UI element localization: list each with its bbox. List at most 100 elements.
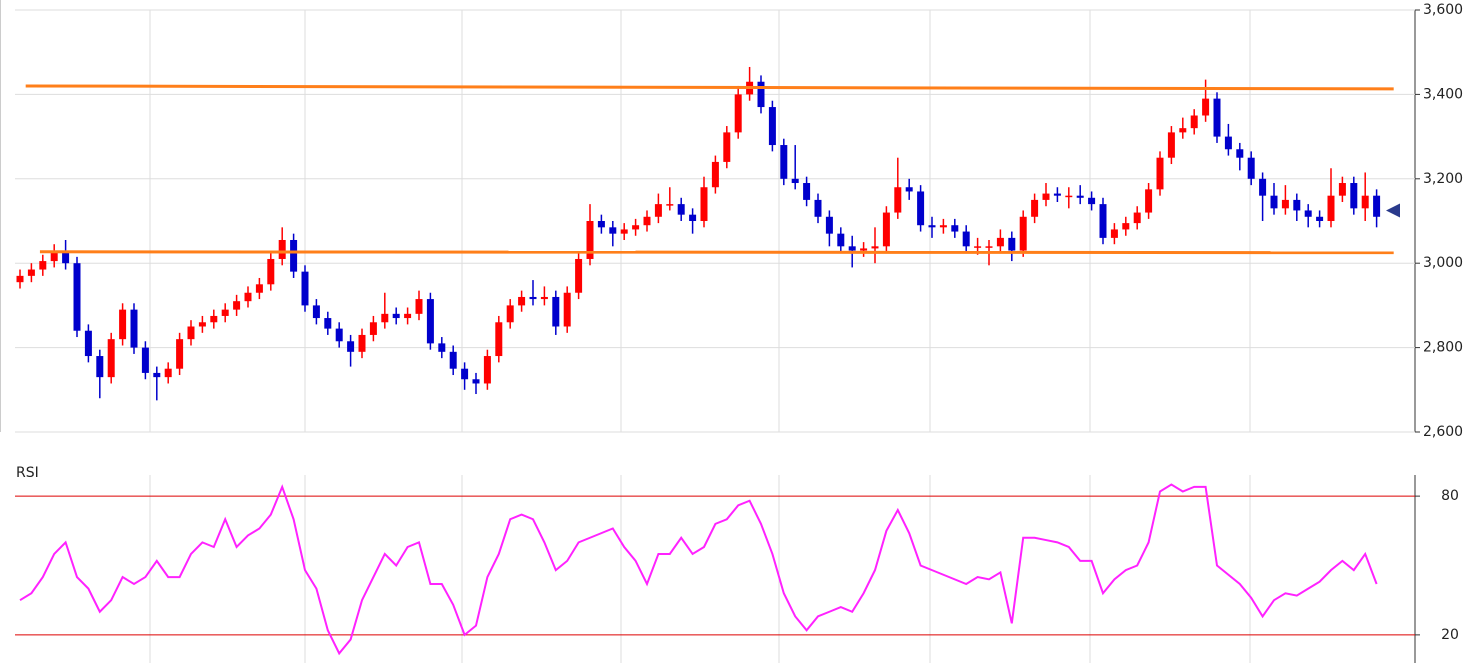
candle-body <box>962 231 970 247</box>
candle-body <box>438 343 446 352</box>
candle-body <box>1179 128 1187 133</box>
last-price-marker <box>1386 203 1400 218</box>
candle-body <box>552 296 560 327</box>
candle-body <box>825 216 833 234</box>
candle-body <box>1065 195 1073 198</box>
candle-body <box>1156 157 1164 190</box>
candle-body <box>837 233 845 247</box>
candle-body <box>575 258 583 293</box>
candle-body <box>689 214 697 221</box>
candle-body <box>518 296 526 306</box>
y-tick-label: 20 <box>1441 627 1459 643</box>
candle-body <box>1088 197 1096 205</box>
candle-body <box>50 250 58 262</box>
candle-body <box>1281 199 1289 209</box>
candle-body <box>267 258 275 285</box>
candle-body <box>107 339 115 378</box>
candle-body <box>985 246 993 248</box>
candle-body <box>449 351 457 369</box>
candle-body <box>860 248 868 251</box>
candle-body <box>597 221 605 228</box>
rsi-title: RSI <box>16 465 39 481</box>
candle-body <box>96 356 104 378</box>
candle-body <box>324 318 332 329</box>
candle-body <box>939 225 947 228</box>
horizontal-line <box>25 84 1394 91</box>
candle-body <box>928 225 936 228</box>
candle-body <box>1361 195 1369 209</box>
candle-body <box>1053 193 1061 196</box>
candle-body <box>894 187 902 213</box>
candle-body <box>290 239 298 272</box>
candle-body <box>1338 183 1346 196</box>
candle-body <box>1373 195 1381 217</box>
candle-body <box>711 161 719 188</box>
candle-body <box>1122 223 1130 230</box>
horizontal-line <box>39 250 1394 255</box>
rsi-line <box>19 483 1378 656</box>
candle-body <box>848 246 856 251</box>
candle-body <box>677 204 685 215</box>
candle-body <box>255 284 263 293</box>
candle-body <box>347 341 355 352</box>
candle-body <box>221 309 229 316</box>
candle-body <box>1202 98 1210 116</box>
candle-body <box>1019 216 1027 251</box>
candle-body <box>381 313 389 323</box>
y-tick-label: 3,200 <box>1423 171 1463 187</box>
candle-body <box>780 145 788 179</box>
candle-body <box>917 191 925 226</box>
candle-body <box>951 225 959 232</box>
candle-body <box>335 328 343 342</box>
candle-body <box>700 187 708 221</box>
y-tick-label: 2,600 <box>1423 424 1463 440</box>
candle-body <box>301 271 309 306</box>
candle-body <box>312 305 320 319</box>
candle-body <box>1110 229 1118 238</box>
candle-body <box>141 347 149 373</box>
candle-body <box>540 296 548 300</box>
candle-body <box>882 212 890 247</box>
candle-body <box>871 246 879 249</box>
candle-body <box>768 107 776 146</box>
candle-body <box>483 356 491 384</box>
candle-body <box>563 292 571 327</box>
candle-body <box>632 225 640 230</box>
candle-body <box>586 221 594 259</box>
candle-body <box>1076 195 1084 198</box>
candle-body <box>210 315 218 323</box>
candle-body <box>723 132 731 162</box>
candle-body <box>757 81 765 108</box>
candle-body <box>1236 149 1244 158</box>
candle-body <box>1167 132 1175 158</box>
candle-body <box>1304 210 1312 217</box>
candle-body <box>495 322 503 357</box>
candle-body <box>461 368 469 380</box>
candle-body <box>1008 237 1016 251</box>
candle-body <box>905 187 913 192</box>
candle-body <box>176 339 184 369</box>
candle-body <box>278 239 286 259</box>
candle-body <box>734 94 742 133</box>
candle-body <box>803 183 811 200</box>
candle-body <box>1293 199 1301 211</box>
candle-body <box>1213 98 1221 137</box>
y-tick-label: 3,000 <box>1423 255 1463 271</box>
candle-body <box>358 334 366 352</box>
candle-body <box>62 250 70 264</box>
candle-body <box>609 227 617 234</box>
candle-body <box>404 313 412 319</box>
candle-body <box>791 178 799 184</box>
candle-body <box>198 322 206 327</box>
candle-body <box>1042 193 1050 200</box>
candle-body <box>1031 199 1039 217</box>
candle-body <box>1224 136 1232 150</box>
candle-body <box>164 368 172 378</box>
candle-body <box>620 229 628 234</box>
candle-body <box>27 269 35 276</box>
candle-body <box>654 204 662 217</box>
candle-body <box>1270 195 1278 209</box>
candle-body <box>996 237 1004 247</box>
candle-body <box>244 292 252 302</box>
candle-body <box>472 379 480 384</box>
